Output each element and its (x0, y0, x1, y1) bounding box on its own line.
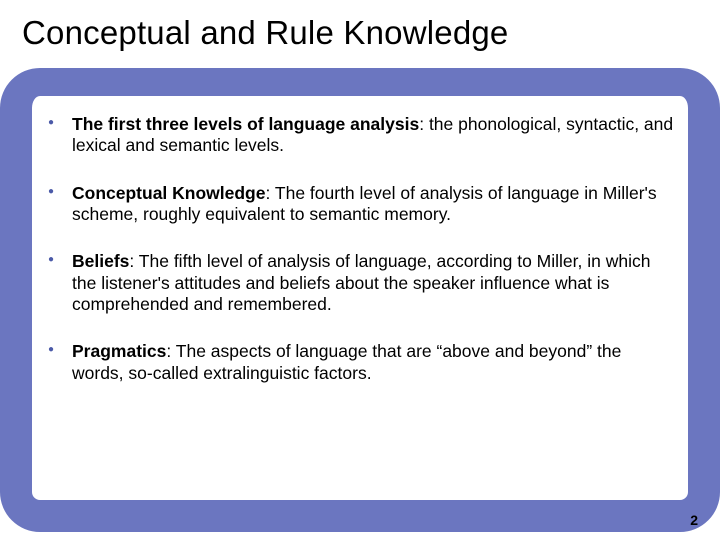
slide-title: Conceptual and Rule Knowledge (22, 14, 698, 52)
content-body: The first three levels of language analy… (46, 114, 674, 486)
bullet-item: The first three levels of language analy… (46, 114, 674, 157)
content-frame: The first three levels of language analy… (0, 68, 720, 532)
bullet-list: The first three levels of language analy… (46, 114, 674, 384)
bullet-text: : The fifth level of analysis of languag… (72, 251, 650, 314)
bullet-bold: Conceptual Knowledge (72, 183, 265, 203)
bullet-item: Beliefs: The fifth level of analysis of … (46, 251, 674, 315)
title-area: Conceptual and Rule Knowledge (22, 14, 698, 52)
bullet-bold: Pragmatics (72, 341, 166, 361)
bullet-item: Pragmatics: The aspects of language that… (46, 341, 674, 384)
bullet-bold: Beliefs (72, 251, 129, 271)
bullet-item: Conceptual Knowledge: The fourth level o… (46, 183, 674, 226)
bullet-bold: The first three levels of language analy… (72, 114, 419, 134)
slide: { "colors": { "title_text": "#000000", "… (0, 0, 720, 540)
page-number: 2 (690, 512, 698, 528)
